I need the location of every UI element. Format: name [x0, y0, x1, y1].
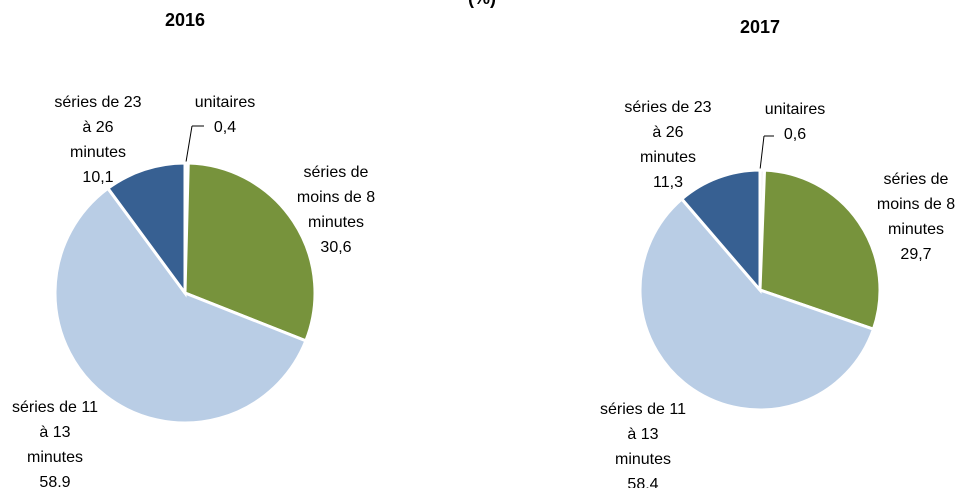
slice-label: séries de moins de 8 minutes [296, 164, 376, 231]
leader-line [759, 135, 765, 171]
pie-slice [758, 168, 882, 332]
value-label: 58,4 [627, 476, 659, 488]
value-label: 10,1 [82, 169, 114, 186]
page-title: (%) [422, 0, 542, 9]
pie-slice [638, 196, 876, 412]
pie-slice [53, 186, 308, 425]
slice-label: séries de 23 à 26 minutes [624, 99, 712, 166]
value-label: 0,4 [213, 119, 237, 136]
slice-label: séries de moins de 8 minutes [876, 171, 956, 238]
slice-label: séries de 23 à 26 minutes [54, 94, 142, 161]
value-label: 0,6 [783, 126, 807, 143]
pie-slice [105, 161, 187, 298]
value-label: 11,3 [653, 174, 683, 191]
slice-label: séries de 11 à 13 minutes [600, 401, 686, 468]
value-label: 58.9 [39, 474, 71, 488]
value-label: 29,7 [900, 246, 932, 263]
slice-label: unitaires [194, 94, 256, 111]
pie-slice [679, 168, 762, 295]
pie-slice [183, 161, 317, 343]
chart-title: 2016 [164, 10, 206, 30]
leader-line [185, 125, 193, 163]
value-label: 30,6 [320, 239, 352, 256]
slice-label: séries de 11 à 13 minutes [12, 399, 98, 466]
slice-label: unitaires [764, 101, 826, 118]
chart-title: 2017 [739, 17, 781, 37]
